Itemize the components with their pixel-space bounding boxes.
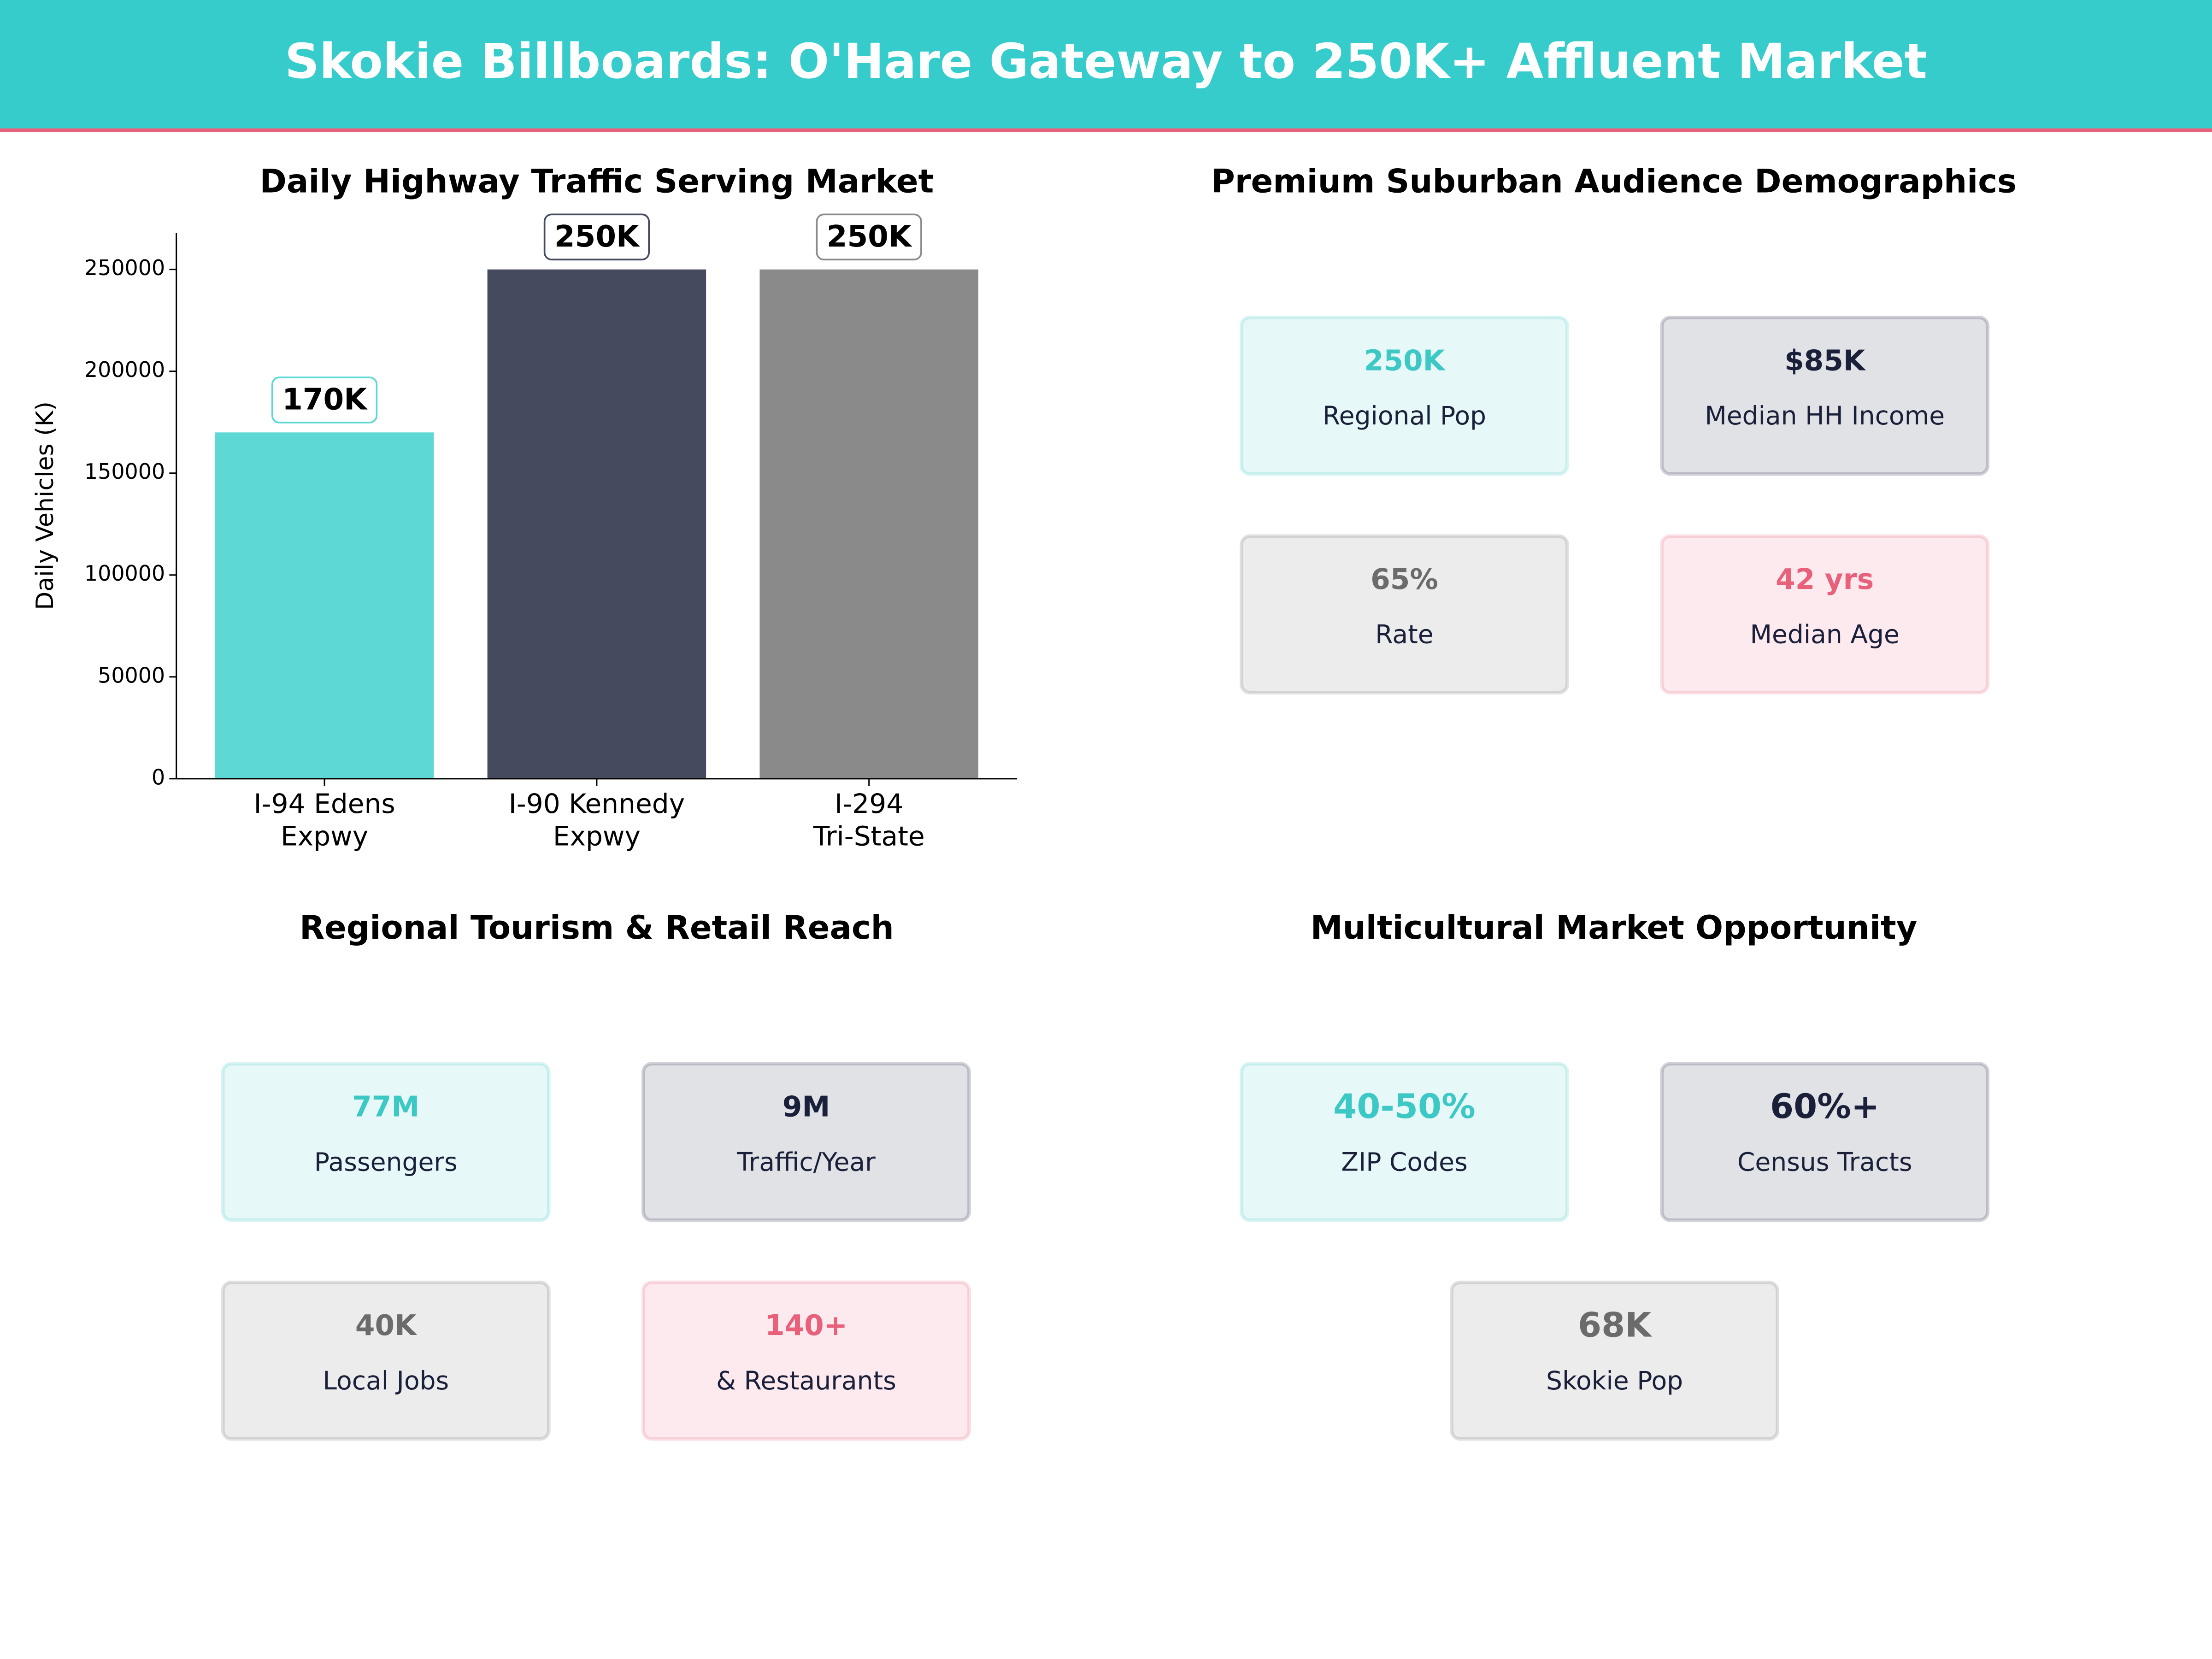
panel-title: Regional Tourism & Retail Reach [300, 909, 894, 947]
y-axis-label: Daily Vehicles (K) [31, 401, 59, 610]
card-label: Median Age [1750, 620, 1899, 649]
card [1660, 1062, 1990, 1222]
value-label-box [816, 213, 922, 261]
card-label: Census Tracts [1737, 1147, 1912, 1177]
bar [759, 269, 978, 779]
card-label: Regional Pop [1323, 401, 1486, 430]
card-value: 9M [782, 1091, 830, 1124]
card-value: 40-50% [1333, 1087, 1476, 1126]
card-value: 250K [1364, 344, 1446, 377]
card [1660, 315, 1990, 476]
card-value: 77M [352, 1091, 419, 1124]
card-value: 65% [1371, 563, 1438, 596]
card-label: Traffic/Year [736, 1147, 876, 1177]
card-label: Rate [1375, 620, 1433, 649]
value-label: 250K [554, 219, 640, 254]
card [1240, 1062, 1569, 1222]
y-tick-label: 200000 [84, 357, 165, 382]
card-label: Median HH Income [1705, 401, 1945, 430]
x-tick-label: I-294 Tri-State [813, 788, 925, 852]
y-tick-label: 250000 [84, 255, 165, 280]
panel-title: Premium Suburban Audience Demographics [1211, 162, 2017, 200]
card-label: Passengers [314, 1147, 458, 1177]
card-value: 140+ [765, 1309, 847, 1342]
card-value: 42 yrs [1776, 563, 1874, 596]
page-title: Skokie Billboards: O'Hare Gateway to 250… [285, 33, 1927, 89]
header-rule [0, 128, 2212, 132]
card [1240, 315, 1569, 476]
y-tick-label: 50000 [98, 663, 165, 688]
y-tick-label: 100000 [84, 561, 165, 586]
card-label: Local Jobs [323, 1366, 449, 1395]
card-label: & Restaurants [716, 1366, 896, 1395]
x-tick-label: I-94 Edens Expwy [253, 788, 395, 852]
card [1450, 1280, 1779, 1441]
x-tick-label: I-90 Kennedy Expwy [509, 788, 685, 852]
card-label: Skokie Pop [1546, 1366, 1683, 1395]
value-label: 170K [282, 382, 368, 417]
card-value: 40K [355, 1309, 418, 1342]
value-label: 250K [827, 219, 912, 254]
value-label-box [271, 377, 378, 424]
card-value: $85K [1784, 344, 1866, 377]
y-tick-label: 150000 [84, 459, 165, 484]
card-value: 68K [1578, 1306, 1653, 1345]
card [221, 1062, 551, 1222]
card [641, 1062, 971, 1222]
header-band [0, 0, 2212, 129]
card [1240, 534, 1569, 694]
card [221, 1280, 551, 1441]
card [641, 1280, 971, 1441]
bar [215, 432, 434, 779]
bar [487, 269, 706, 779]
card-label: ZIP Codes [1341, 1147, 1467, 1177]
card [1660, 534, 1990, 694]
y-tick-label: 0 [152, 765, 165, 789]
chart-title: Daily Highway Traffic Serving Market [259, 162, 934, 200]
card-value: 60%+ [1770, 1087, 1879, 1126]
value-label-box [543, 213, 650, 261]
panel-title: Multicultural Market Opportunity [1311, 909, 1918, 947]
